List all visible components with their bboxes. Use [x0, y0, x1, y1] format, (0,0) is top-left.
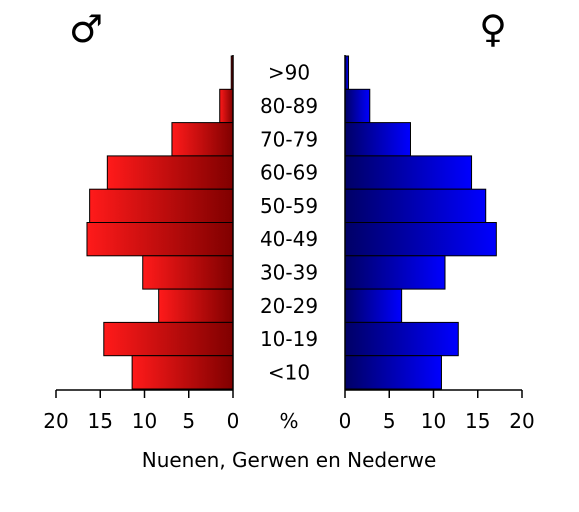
female-bar — [344, 155, 473, 190]
male-tick-label: 5 — [182, 409, 195, 433]
age-group-label: 30-39 — [260, 260, 318, 284]
female-tick-label: 15 — [465, 409, 490, 433]
female-bar — [344, 321, 459, 357]
male-bars — [86, 55, 234, 390]
age-group-label: 20-29 — [260, 294, 318, 318]
female-bar — [344, 288, 403, 323]
male-bar — [103, 321, 234, 357]
female-bar — [344, 122, 411, 157]
male-bar — [86, 222, 234, 257]
age-group-label: 10-19 — [260, 327, 318, 351]
male-bar — [106, 155, 234, 190]
percent-label: % — [279, 409, 298, 433]
male-bar — [142, 255, 234, 290]
female-bar — [344, 355, 442, 390]
male-bar — [89, 188, 234, 223]
female-bar — [344, 188, 487, 223]
age-group-label: 80-89 — [260, 94, 318, 118]
male-bar — [158, 288, 234, 323]
age-group-label: <10 — [268, 360, 310, 384]
age-group-label: 70-79 — [260, 127, 318, 151]
male-tick-label: 20 — [43, 409, 68, 433]
female-tick-label: 0 — [339, 409, 352, 433]
male-tick-label: 15 — [88, 409, 113, 433]
male-bar — [171, 122, 234, 157]
female-tick-label: 5 — [383, 409, 396, 433]
male-bar — [219, 88, 234, 124]
age-group-label: >90 — [268, 61, 310, 85]
male-symbol: ♂ — [69, 7, 103, 51]
female-tick-label: 20 — [509, 409, 534, 433]
age-group-labels: >90 80-89 70-79 60-69 50-59 40-49 30-39 20-29 10… — [260, 61, 318, 385]
male-tick-label: 10 — [132, 409, 157, 433]
age-group-label: 60-69 — [260, 161, 318, 185]
female-tick-label: 10 — [421, 409, 446, 433]
female-bar — [344, 88, 371, 124]
age-group-label: 50-59 — [260, 194, 318, 218]
male-tick-label: 0 — [227, 409, 240, 433]
female-x-axis: 0 5 10 15 20 — [339, 389, 535, 433]
female-symbol: ♀ — [479, 7, 507, 51]
female-bar — [344, 222, 497, 257]
x-axis-title: Nuenen, Gerwen en Nederwe — [142, 448, 437, 472]
female-bars — [344, 55, 497, 390]
female-bar — [344, 255, 446, 290]
age-group-label: 40-49 — [260, 227, 318, 251]
male-bar — [131, 355, 234, 390]
male-x-axis: 20 15 10 5 0 — [43, 389, 240, 433]
